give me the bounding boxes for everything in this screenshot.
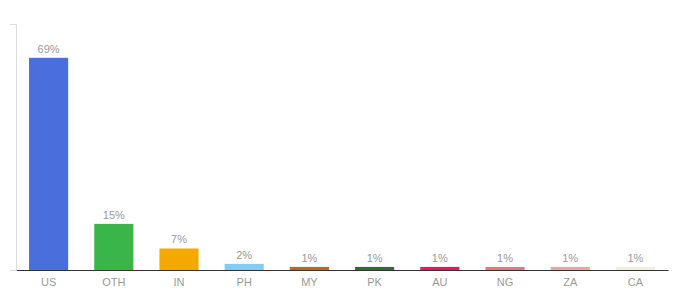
x-tick: CA	[628, 276, 644, 288]
data-label: 1%	[627, 252, 643, 264]
x-tick: AU	[432, 276, 447, 288]
x-tick: US	[41, 276, 56, 288]
bar	[616, 267, 655, 270]
x-tick-label: MY	[301, 276, 318, 288]
bar	[290, 267, 329, 270]
x-tick-label: PH	[237, 276, 252, 288]
x-tick-label: NG	[497, 276, 514, 288]
data-label: 1%	[497, 252, 513, 264]
x-tick-label: CA	[628, 276, 644, 288]
bar	[94, 224, 133, 270]
x-tick-label: IN	[174, 276, 185, 288]
x-axis: US OTH IN PH MY PK AU NG ZA CA	[17, 271, 669, 288]
chart: US OTH IN PH MY PK AU NG ZA CA 69% 15% 7% 2% 1% 1% 1% 1% 1…	[0, 0, 680, 300]
x-axis-line	[17, 270, 669, 271]
x-tick-label: AU	[432, 276, 447, 288]
x-tick: MY	[301, 276, 318, 288]
data-label: 1%	[562, 252, 578, 264]
bar	[485, 267, 524, 270]
bar	[29, 58, 68, 270]
x-tick-label: US	[41, 276, 56, 288]
x-tick-label: OTH	[102, 276, 125, 288]
x-tick-label: PK	[367, 276, 382, 288]
x-tick: IN	[174, 276, 185, 288]
bar	[355, 267, 394, 270]
bar	[420, 267, 459, 270]
data-label: 15%	[103, 209, 125, 221]
bar	[225, 264, 264, 270]
x-tick: ZA	[563, 276, 578, 288]
data-label: 69%	[38, 43, 60, 55]
x-tick: PK	[367, 276, 382, 288]
data-label: 2%	[236, 249, 252, 261]
x-tick: PH	[237, 276, 252, 288]
bar	[551, 267, 590, 270]
plot: US OTH IN PH MY PK AU NG ZA CA 69% 15% 7% 2% 1% 1% 1% 1% 1…	[10, 25, 669, 288]
data-label: 7%	[171, 233, 187, 245]
y-axis-line	[10, 25, 17, 271]
data-label: 1%	[367, 252, 383, 264]
y-axis	[10, 25, 17, 271]
data-label: 1%	[432, 252, 448, 264]
x-tick: NG	[497, 276, 514, 288]
x-tick: OTH	[102, 276, 125, 288]
data-labels: 69% 15% 7% 2% 1% 1% 1% 1% 1% 1%	[38, 43, 644, 264]
bars	[29, 58, 655, 270]
bar	[159, 248, 198, 270]
x-tick-label: ZA	[563, 276, 578, 288]
data-label: 1%	[301, 252, 317, 264]
